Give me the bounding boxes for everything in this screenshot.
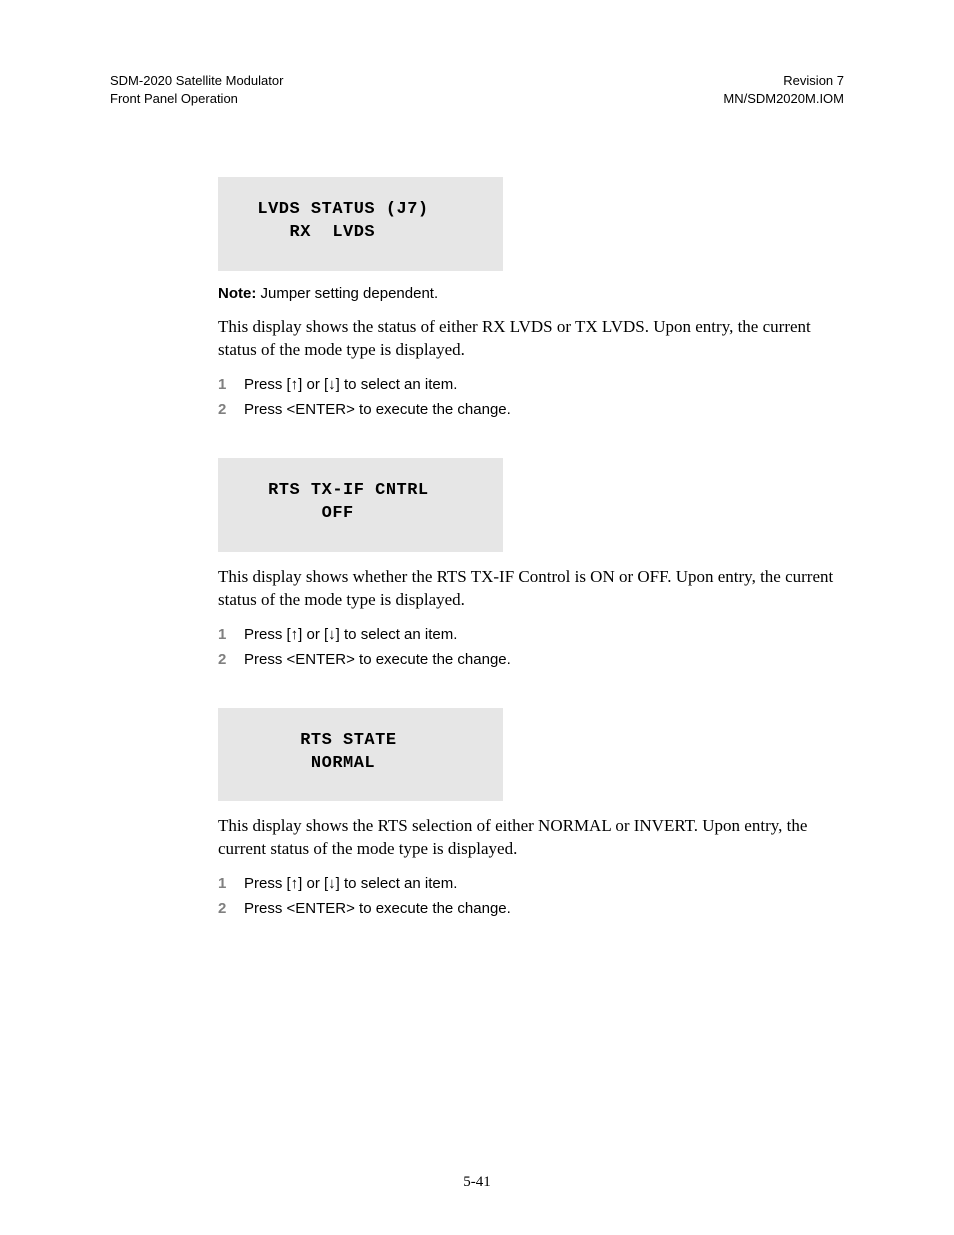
page: SDM-2020 Satellite Modulator Front Panel… <box>0 0 954 1235</box>
step-number: 1 <box>218 875 244 892</box>
step-number: 1 <box>218 626 244 643</box>
lcd-line2: RX LVDS <box>236 223 375 242</box>
note-label: Note: <box>218 285 256 302</box>
lcd-display: LVDS STATUS (J7) RX LVDS <box>218 177 503 271</box>
page-number: 5-41 <box>0 1174 954 1191</box>
paragraph: This display shows the RTS selection of … <box>218 815 844 861</box>
step-item: 1Press [↑] or [↓] to select an item. <box>218 376 844 393</box>
step-number: 1 <box>218 376 244 393</box>
paragraph: This display shows whether the RTS TX-IF… <box>218 566 844 612</box>
lcd-display: RTS STATE NORMAL <box>218 708 503 802</box>
lcd-line1: RTS TX-IF CNTRL <box>236 481 429 500</box>
step-text: Press [↑] or [↓] to select an item. <box>244 626 457 643</box>
header-right: Revision 7 MN/SDM2020M.IOM <box>723 72 844 107</box>
step-number: 2 <box>218 401 244 418</box>
page-header: SDM-2020 Satellite Modulator Front Panel… <box>110 72 844 107</box>
steps-list: 1Press [↑] or [↓] to select an item. 2Pr… <box>218 626 844 668</box>
paragraph: This display shows the status of either … <box>218 316 844 362</box>
lcd-line2: NORMAL <box>236 754 375 773</box>
steps-list: 1Press [↑] or [↓] to select an item. 2Pr… <box>218 875 844 917</box>
step-item: 1Press [↑] or [↓] to select an item. <box>218 626 844 643</box>
lcd-display: RTS TX-IF CNTRL OFF <box>218 458 503 552</box>
lcd-line1: LVDS STATUS (J7) <box>236 200 429 219</box>
step-item: 2Press <ENTER> to execute the change. <box>218 651 844 668</box>
note-text: Jumper setting dependent. <box>256 285 438 302</box>
step-text: Press <ENTER> to execute the change. <box>244 401 511 418</box>
step-text: Press [↑] or [↓] to select an item. <box>244 376 457 393</box>
step-item: 2Press <ENTER> to execute the change. <box>218 900 844 917</box>
step-text: Press <ENTER> to execute the change. <box>244 651 511 668</box>
note: Note: Jumper setting dependent. <box>218 285 844 302</box>
header-docnum: MN/SDM2020M.IOM <box>723 90 844 108</box>
step-item: 1Press [↑] or [↓] to select an item. <box>218 875 844 892</box>
header-revision: Revision 7 <box>723 72 844 90</box>
step-text: Press <ENTER> to execute the change. <box>244 900 511 917</box>
content: LVDS STATUS (J7) RX LVDS Note: Jumper se… <box>110 177 844 917</box>
header-left: SDM-2020 Satellite Modulator Front Panel… <box>110 72 283 107</box>
lcd-line2: OFF <box>236 504 354 523</box>
lcd-line1: RTS STATE <box>236 731 397 750</box>
header-section: Front Panel Operation <box>110 90 283 108</box>
step-item: 2Press <ENTER> to execute the change. <box>218 401 844 418</box>
step-text: Press [↑] or [↓] to select an item. <box>244 875 457 892</box>
step-number: 2 <box>218 651 244 668</box>
steps-list: 1Press [↑] or [↓] to select an item. 2Pr… <box>218 376 844 418</box>
step-number: 2 <box>218 900 244 917</box>
header-product: SDM-2020 Satellite Modulator <box>110 72 283 90</box>
